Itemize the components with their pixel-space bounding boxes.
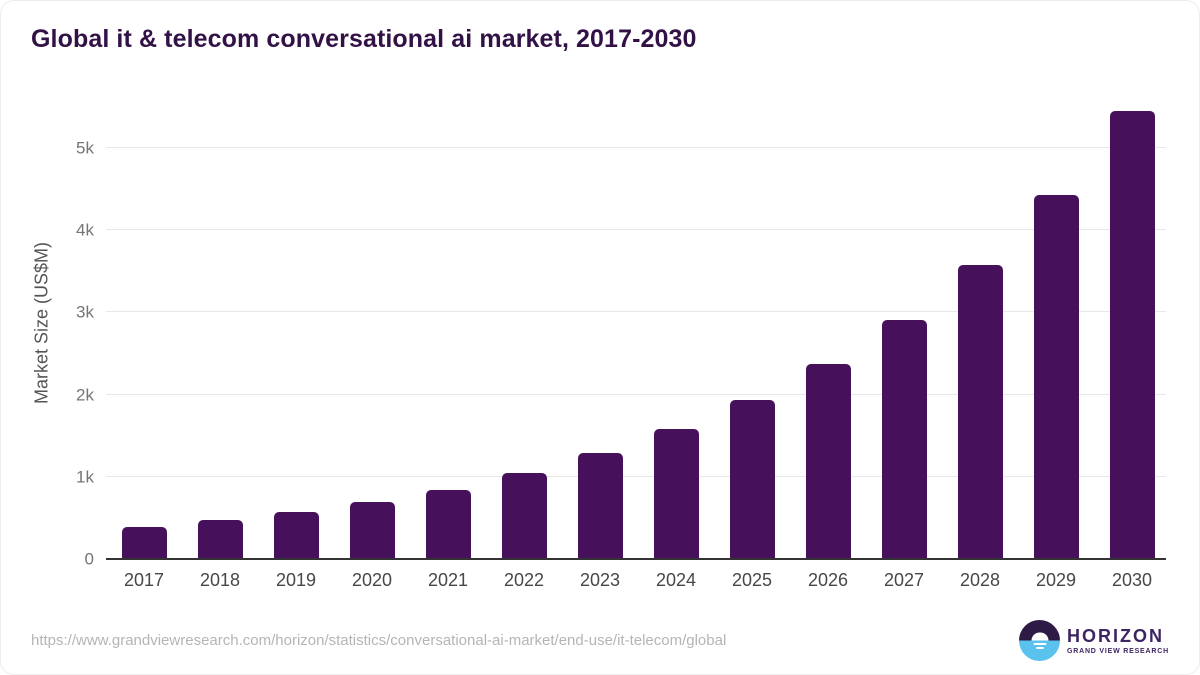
x-tick-label-2026: 2026 xyxy=(807,570,849,590)
bar-2026[interactable] xyxy=(805,363,851,559)
x-axis-line xyxy=(106,558,1166,560)
bar-2030[interactable] xyxy=(1109,110,1155,559)
bar-2028[interactable] xyxy=(957,264,1003,559)
x-tick-label-2022: 2022 xyxy=(503,570,545,590)
gridline-2k xyxy=(106,393,1166,395)
bar-2023[interactable] xyxy=(577,452,623,559)
bar-2018[interactable] xyxy=(197,520,243,559)
bar-2029[interactable] xyxy=(1033,195,1079,559)
gridline-4k xyxy=(106,229,1166,231)
x-tick-label-2024: 2024 xyxy=(655,570,697,590)
x-tick-label-2020: 2020 xyxy=(351,570,393,590)
logo-text: HORIZON GRAND VIEW RESEARCH xyxy=(1067,627,1169,655)
bar-2024[interactable] xyxy=(653,429,699,559)
x-tick-label-2025: 2025 xyxy=(731,570,773,590)
horizon-logo: HORIZON GRAND VIEW RESEARCH xyxy=(1019,620,1169,661)
bar-2022[interactable] xyxy=(501,473,547,559)
y-tick-label-5k: 5k xyxy=(76,138,94,158)
x-tick-label-2019: 2019 xyxy=(275,570,317,590)
y-tick-label-4k: 4k xyxy=(76,220,94,240)
gridline-5k xyxy=(106,146,1166,148)
gridline-1k xyxy=(106,475,1166,477)
bar-2020[interactable] xyxy=(349,502,395,559)
x-tick-label-2027: 2027 xyxy=(883,570,925,590)
bar-2021[interactable] xyxy=(425,489,471,559)
reflection-line xyxy=(1035,647,1044,650)
x-tick-label-2017: 2017 xyxy=(123,570,165,590)
bar-2019[interactable] xyxy=(273,512,319,559)
bar-2027[interactable] xyxy=(881,319,927,559)
bar-2017[interactable] xyxy=(121,527,167,559)
source-url: https://www.grandviewresearch.com/horizo… xyxy=(31,632,727,649)
x-tick-label-2029: 2029 xyxy=(1035,570,1077,590)
horizon-sunset-circle-icon xyxy=(1019,620,1060,661)
x-tick-label-2030: 2030 xyxy=(1111,570,1153,590)
y-tick-label-2k: 2k xyxy=(76,385,94,405)
x-tick-label-2023: 2023 xyxy=(579,570,621,590)
chart-title: Global it & telecom conversational ai ma… xyxy=(31,25,697,53)
gridline-3k xyxy=(106,311,1166,313)
logo-brand-text: HORIZON xyxy=(1067,625,1164,646)
bar-2025[interactable] xyxy=(729,399,775,559)
sun-shape xyxy=(1031,632,1048,641)
x-tick-label-2018: 2018 xyxy=(199,570,241,590)
y-axis-title: Market Size (US$M) xyxy=(31,241,52,405)
y-tick-label-3k: 3k xyxy=(76,302,94,322)
y-tick-label-1k: 1k xyxy=(76,467,94,487)
plot-area: 0 1k 2k 3k 4k 5k 2017 2018 2019 2020 2021 2022 2023 2… xyxy=(76,91,1166,589)
y-tick-label-0: 0 xyxy=(84,549,94,569)
logo-subbrand-text: GRAND VIEW RESEARCH xyxy=(1067,647,1169,655)
x-tick-label-2028: 2028 xyxy=(959,570,1001,590)
reflection-line xyxy=(1033,642,1046,645)
x-tick-label-2021: 2021 xyxy=(427,570,469,590)
